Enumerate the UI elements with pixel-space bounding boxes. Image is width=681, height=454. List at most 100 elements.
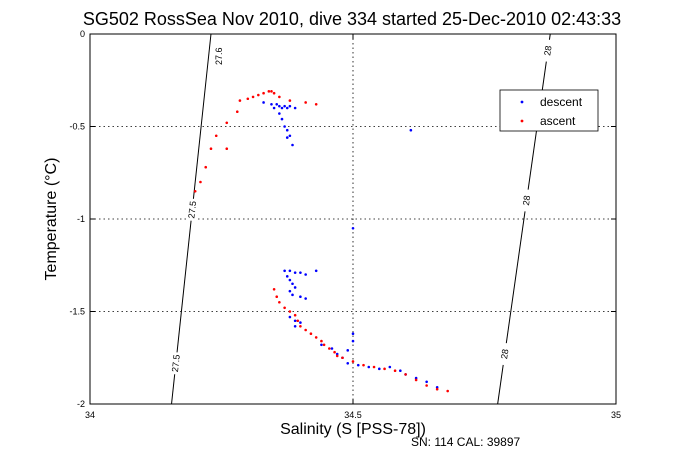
data-point-descent <box>299 321 302 324</box>
isopycnal-label-bg <box>186 198 199 222</box>
data-point-ascent <box>333 350 336 354</box>
x-tick-label: 34 <box>85 410 95 420</box>
data-point-descent <box>367 365 371 369</box>
data-point-ascent <box>362 363 365 367</box>
data-point-descent <box>280 106 284 110</box>
data-point-ascent <box>199 180 202 184</box>
data-point-descent <box>351 226 355 230</box>
legend-marker-ascent <box>520 119 524 123</box>
data-point-ascent <box>304 328 307 332</box>
data-point-ascent <box>204 165 208 169</box>
data-point-descent <box>304 273 307 276</box>
data-point-descent <box>320 343 323 347</box>
data-point-descent <box>351 332 355 336</box>
data-point-ascent <box>335 354 339 358</box>
data-point-descent <box>280 117 284 121</box>
data-point-ascent <box>304 101 307 104</box>
isopycnal-label-bg <box>541 39 555 63</box>
data-point-ascent <box>272 288 276 291</box>
data-point-ascent <box>272 91 276 95</box>
data-point-descent <box>435 386 439 389</box>
y-tick-label: -2 <box>77 399 85 409</box>
data-point-descent <box>285 275 289 278</box>
legend-box <box>499 89 599 132</box>
data-points <box>193 90 449 393</box>
data-point-descent <box>270 103 273 106</box>
data-point-descent <box>351 339 355 343</box>
isopycnal-label: 28 <box>521 195 532 206</box>
data-point-descent <box>314 269 318 273</box>
legend: descent ascent <box>499 89 599 132</box>
legend-marker-descent <box>520 100 524 104</box>
data-point-descent <box>291 293 294 297</box>
legend-label-descent: descent <box>540 95 583 109</box>
data-point-ascent <box>278 300 281 304</box>
data-point-ascent <box>328 347 331 350</box>
data-point-ascent <box>383 367 386 371</box>
isopycnal-label: 27.6 <box>214 47 224 65</box>
data-point-ascent <box>351 360 355 363</box>
data-point-ascent <box>372 365 376 369</box>
x-tick-label: 34.5 <box>344 410 362 420</box>
data-point-descent <box>288 104 292 108</box>
legend-label-ascent: ascent <box>540 114 576 128</box>
data-point-descent <box>275 103 279 106</box>
data-point-descent <box>285 128 289 132</box>
data-point-ascent <box>288 99 292 102</box>
data-point-ascent <box>214 134 218 138</box>
chart-title: SG502 RossSea Nov 2010, dive 334 started… <box>83 9 621 29</box>
data-point-descent <box>262 101 265 104</box>
data-point-ascent <box>193 189 197 193</box>
isopycnal-label: 27.5 <box>186 201 198 219</box>
data-point-descent <box>299 295 302 299</box>
data-point-descent <box>335 352 339 356</box>
data-point-ascent <box>209 147 213 150</box>
y-axis-label: Temperature (°C) <box>43 158 60 281</box>
isopycnal-label: 27.5 <box>170 354 182 372</box>
data-point-descent <box>283 125 286 128</box>
data-point-descent <box>291 282 294 286</box>
data-point-descent <box>425 380 428 384</box>
data-point-ascent <box>275 295 279 299</box>
x-tick-label: 35 <box>611 410 621 420</box>
data-point-ascent <box>446 389 449 393</box>
data-point-ascent <box>320 339 323 343</box>
data-point-descent <box>283 269 286 273</box>
data-point-ascent <box>414 378 418 382</box>
data-point-ascent <box>404 373 407 376</box>
data-point-descent <box>346 349 350 352</box>
data-point-descent <box>293 106 297 110</box>
data-point-descent <box>293 325 297 328</box>
data-point-ascent <box>251 95 255 99</box>
data-point-descent <box>291 143 294 147</box>
data-point-ascent <box>314 103 318 106</box>
data-point-descent <box>293 271 297 274</box>
data-point-ascent <box>267 90 271 93</box>
data-point-descent <box>346 362 350 365</box>
data-point-descent <box>278 112 281 115</box>
data-point-ascent <box>309 332 313 336</box>
y-tick-label: -1 <box>77 214 85 224</box>
isopycnal-label: 28 <box>499 348 510 359</box>
data-point-ascent <box>225 147 229 150</box>
data-point-descent <box>356 363 360 367</box>
data-point-descent <box>288 269 292 273</box>
data-point-ascent <box>246 97 250 101</box>
isopycnal-label-bg <box>169 351 183 375</box>
data-point-ascent <box>341 356 344 360</box>
footnote: SN: 114 CAL: 39897 <box>411 435 521 449</box>
data-point-ascent <box>238 99 242 102</box>
axis-ticks: 34 34.5 35 0 -0.5 -1 -1.5 -2 <box>69 29 621 420</box>
data-point-ascent <box>270 90 273 93</box>
data-point-descent <box>409 128 413 132</box>
data-point-ascent <box>293 313 297 317</box>
grid <box>90 34 616 404</box>
data-point-descent <box>399 369 402 373</box>
isopycnal-label-bg <box>520 188 534 213</box>
data-point-descent <box>278 104 281 108</box>
data-point-descent <box>293 319 297 323</box>
data-point-ascent <box>225 121 229 125</box>
isopycnal-label-bg <box>498 342 512 366</box>
